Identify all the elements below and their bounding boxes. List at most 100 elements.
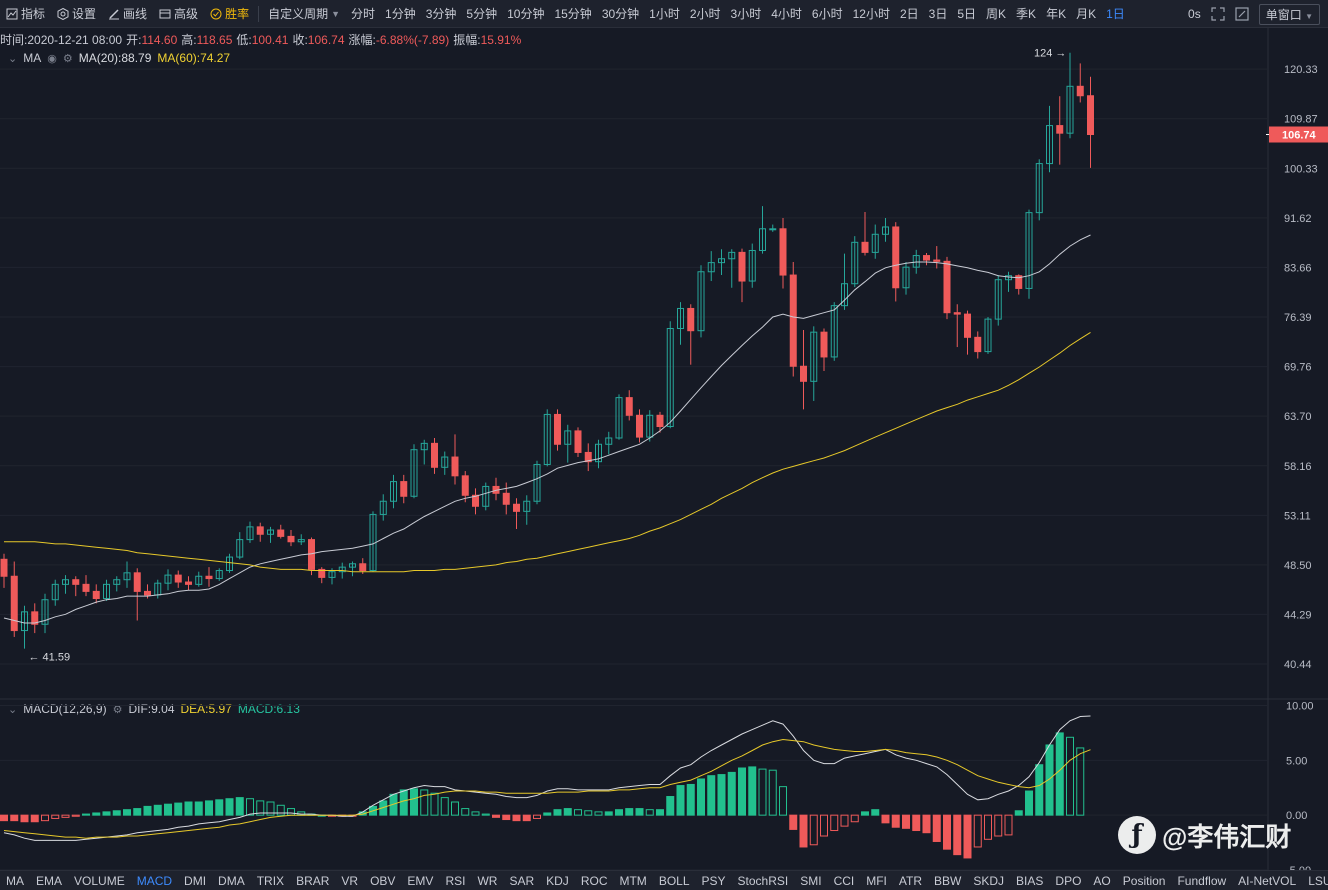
indicator-tab-psy[interactable]: PSY [701, 873, 726, 888]
macd-bar [481, 813, 490, 816]
candle-body [472, 494, 479, 507]
indicator-tab-obv[interactable]: OBV [370, 873, 396, 888]
ma60-line [4, 331, 1091, 573]
indicator-tab-brar[interactable]: BRAR [296, 873, 330, 888]
max-price-marker: 124 → [1034, 48, 1066, 60]
period-4[interactable]: 10分钟 [507, 7, 545, 21]
indicator-tab-dma[interactable]: DMA [218, 873, 245, 888]
advanced-button[interactable]: 高级 [153, 0, 204, 28]
gear-icon[interactable]: ⚙ [112, 703, 123, 716]
period-1[interactable]: 1分钟 [385, 7, 416, 21]
period-13[interactable]: 2日 [899, 7, 919, 21]
gear-icon[interactable]: ⚙ [62, 52, 73, 65]
indicator-tab-dmi[interactable]: DMI [184, 873, 207, 888]
macd-bar [430, 792, 439, 816]
indicator-tab-lsur[interactable]: LSUR [1308, 873, 1328, 888]
macd-bar [246, 798, 254, 816]
collapse-chevron-icon[interactable]: ⌄ [8, 703, 18, 716]
macd-bar [410, 788, 418, 816]
period-18[interactable]: 年K [1046, 7, 1067, 21]
period-15[interactable]: 5日 [957, 7, 977, 21]
indicator-tab-dpo[interactable]: DPO [1055, 873, 1082, 888]
macd-bar [809, 814, 818, 846]
period-2[interactable]: 3分钟 [425, 7, 457, 21]
period-6[interactable]: 30分钟 [601, 7, 640, 21]
custom-period-dropdown[interactable]: 自定义周期 ▼ [262, 0, 346, 28]
indicator-tab-roc[interactable]: ROC [580, 873, 608, 888]
indicator-tab-skdj[interactable]: SKDJ [973, 873, 1005, 888]
price-chart[interactable]: 120.33 109.87 100.33 91.62 83.66 76.39 69.76 63… [0, 0, 1328, 870]
macd-bar [861, 811, 869, 816]
time-value: 2020-12-21 08:00 [27, 33, 123, 47]
period-0[interactable]: 分时 [351, 7, 376, 21]
time-label: 时间: [0, 33, 28, 47]
indicator-tab-cci[interactable]: CCI [833, 873, 855, 888]
indicator-tab-stochrsi[interactable]: StochRSI [737, 873, 789, 888]
indicator-tab-macd[interactable]: MACD [136, 873, 173, 888]
period-11[interactable]: 6小时 [811, 7, 843, 21]
period-7[interactable]: 1小时 [649, 7, 680, 21]
period-5[interactable]: 15分钟 [554, 7, 592, 21]
period-9[interactable]: 3小时 [730, 7, 762, 21]
watermark: ƒ @李伟汇财 [1118, 816, 1291, 854]
period-10[interactable]: 4小时 [771, 7, 802, 21]
candle-body [779, 228, 787, 276]
price-tick-label: 120.33 [1284, 64, 1318, 76]
indicator-tab-mfi[interactable]: MFI [866, 873, 887, 888]
candle-body [902, 266, 910, 289]
candle-body [851, 241, 859, 285]
period-8[interactable]: 2小时 [689, 7, 721, 21]
period-14[interactable]: 3日 [928, 7, 948, 21]
indicator-tab-ema[interactable]: EMA [36, 873, 63, 888]
eye-icon[interactable]: ◉ [47, 52, 57, 65]
indicator-tab-fundflow[interactable]: Fundflow [1177, 873, 1227, 888]
indicator-tab-bbw[interactable]: BBW [934, 873, 962, 888]
price-tick-label: 76.39 [1284, 312, 1312, 324]
candle-body [841, 283, 848, 307]
candle-body [523, 500, 531, 512]
candle-body [718, 258, 725, 264]
indicator-tab-ai-netvol[interactable]: AI-NetVOL [1238, 873, 1297, 888]
collapse-chevron-icon[interactable]: ⌄ [8, 52, 18, 65]
period-12[interactable]: 12小时 [852, 7, 890, 21]
indicator-icon [6, 8, 18, 19]
indicator-tab-vr[interactable]: VR [341, 873, 359, 888]
indicator-tab-bias[interactable]: BIAS [1016, 873, 1044, 888]
indicator-tab-wr[interactable]: WR [477, 873, 498, 888]
candle-body [810, 331, 818, 382]
indicator-tab-sar[interactable]: SAR [509, 873, 535, 888]
candle-body [0, 558, 8, 577]
period-3[interactable]: 5分钟 [466, 7, 498, 21]
candle-body [215, 570, 223, 580]
candle-body [236, 539, 244, 558]
indicator-tab-mtm[interactable]: MTM [619, 873, 647, 888]
indicator-tab-ma[interactable]: MA [6, 873, 24, 888]
window-mode-dropdown[interactable]: 单窗口 ▼ [1258, 3, 1320, 25]
indicator-tab-kdj[interactable]: KDJ [546, 873, 569, 888]
draw-button[interactable]: 画线 [102, 0, 153, 28]
period-16[interactable]: 周K [986, 7, 1007, 21]
macd-bar [1035, 764, 1044, 816]
settings-button[interactable]: 设置 [51, 0, 102, 28]
fullscreen-icon[interactable] [1211, 7, 1225, 21]
indicator-tab-boll[interactable]: BOLL [658, 873, 690, 888]
period-17[interactable]: 季K [1016, 7, 1037, 21]
period-19[interactable]: 月K [1076, 7, 1097, 21]
indicator-tab-trix[interactable]: TRIX [256, 873, 285, 888]
indicator-tab-atr[interactable]: ATR [898, 873, 923, 888]
candle-body [738, 251, 746, 282]
indicator-tab-emv[interactable]: EMV [407, 873, 434, 888]
indicator-tab-position[interactable]: Position [1122, 873, 1166, 888]
indicator-button[interactable]: 指标 [0, 0, 51, 28]
winrate-button[interactable]: 胜率 [204, 0, 255, 28]
macd-bar [912, 814, 921, 832]
indicator-tab-volume[interactable]: VOLUME [74, 873, 125, 888]
screenshot-icon[interactable] [1235, 7, 1249, 21]
indicator-tab-rsi[interactable]: RSI [445, 873, 466, 888]
indicator-tab-smi[interactable]: SMI [800, 873, 822, 888]
macd-bar [102, 811, 111, 816]
macd-bar [451, 801, 459, 816]
indicator-tab-ao[interactable]: AO [1093, 873, 1111, 888]
candle-body [830, 305, 838, 358]
period-20[interactable]: 1日 [1106, 7, 1125, 21]
